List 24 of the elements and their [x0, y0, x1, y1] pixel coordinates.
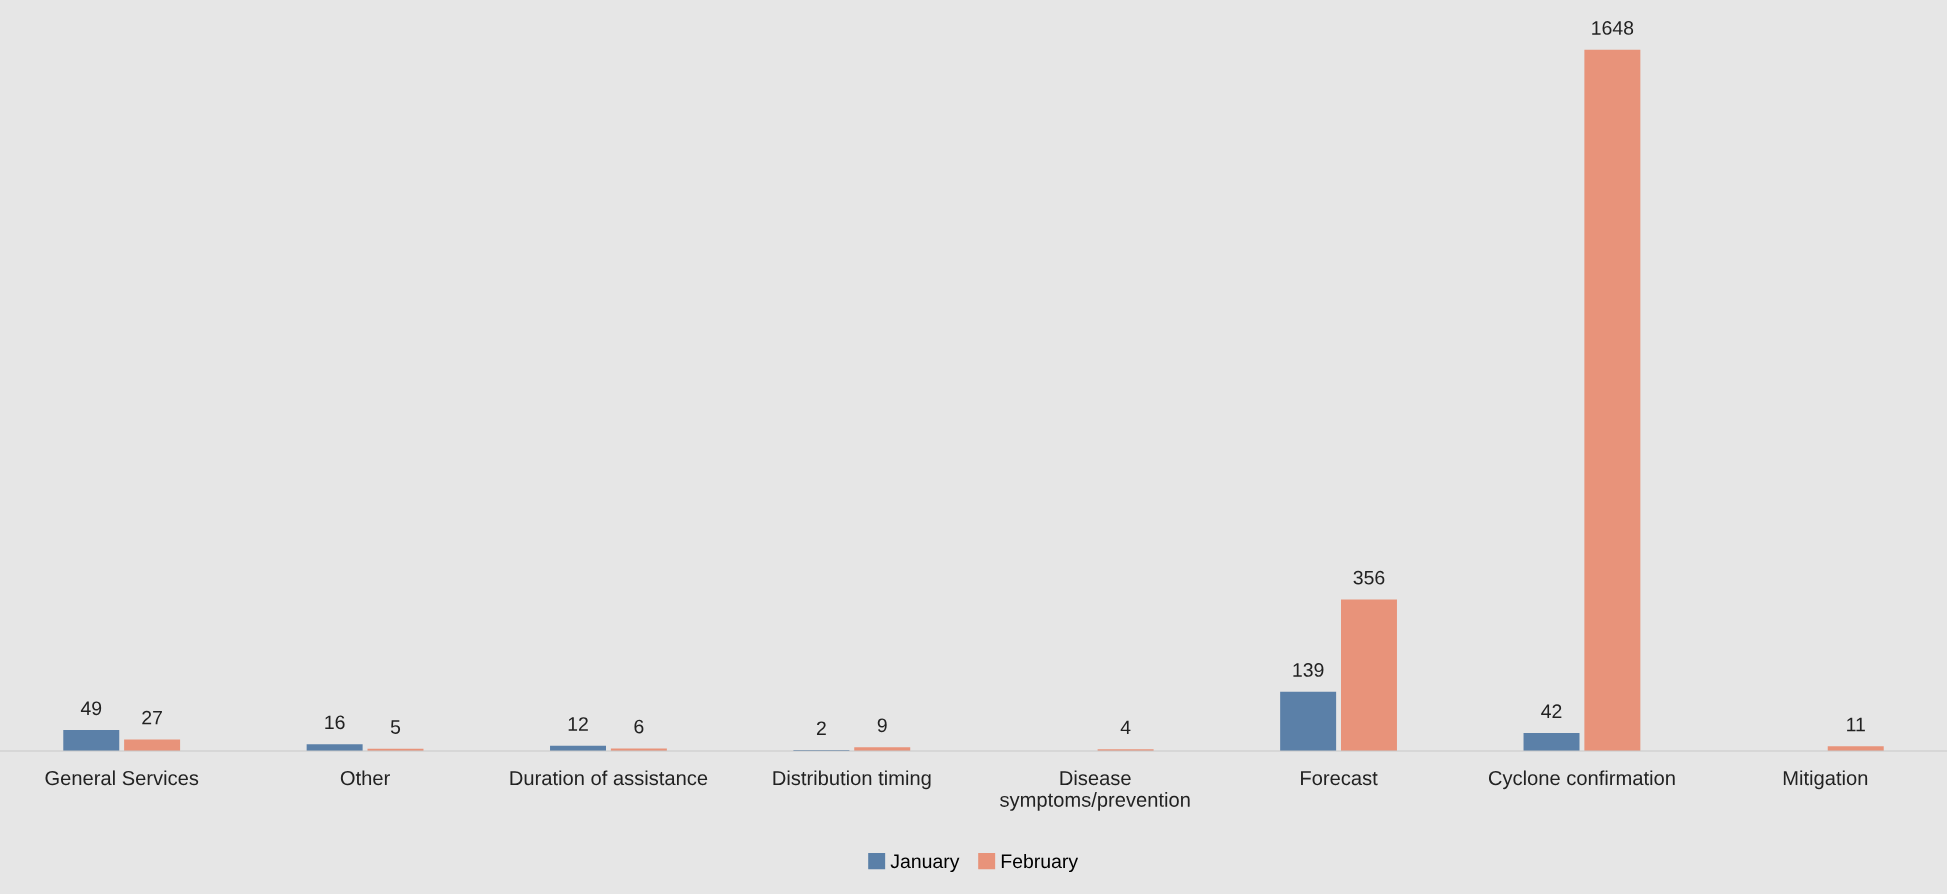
- legend-label: January: [890, 854, 960, 873]
- x-tick-label: Duration of assistance: [510, 770, 708, 786]
- data-label: 16: [325, 715, 345, 730]
- data-label: 6: [634, 719, 644, 734]
- x-tick-label: Other: [340, 770, 390, 786]
- x-tick-label: Disease symptoms/prevention: [1000, 770, 1190, 811]
- data-label: 2: [816, 721, 826, 735]
- x-tick-label: General Services: [45, 770, 199, 786]
- x-tick-label: Distribution timing: [773, 770, 931, 790]
- data-label: 27: [142, 710, 162, 725]
- data-label: 1648: [1592, 21, 1634, 35]
- data-label: 4: [1120, 720, 1131, 735]
- data-label: 49: [80, 701, 102, 716]
- data-label: 139: [1293, 663, 1324, 677]
- data-label: 356: [1353, 570, 1385, 585]
- data-label: 42: [1541, 704, 1562, 718]
- x-tick-label: Forecast: [1301, 771, 1378, 786]
- legend-label: February: [1001, 853, 1079, 873]
- x-tick-label: Cyclone confirmation: [1488, 770, 1675, 790]
- data-label: 11: [1847, 717, 1865, 732]
- data-label: 5: [390, 720, 401, 734]
- x-tick-label: Mitigation: [1783, 770, 1868, 790]
- data-label: 9: [877, 718, 887, 733]
- data-label: 12: [568, 717, 588, 731]
